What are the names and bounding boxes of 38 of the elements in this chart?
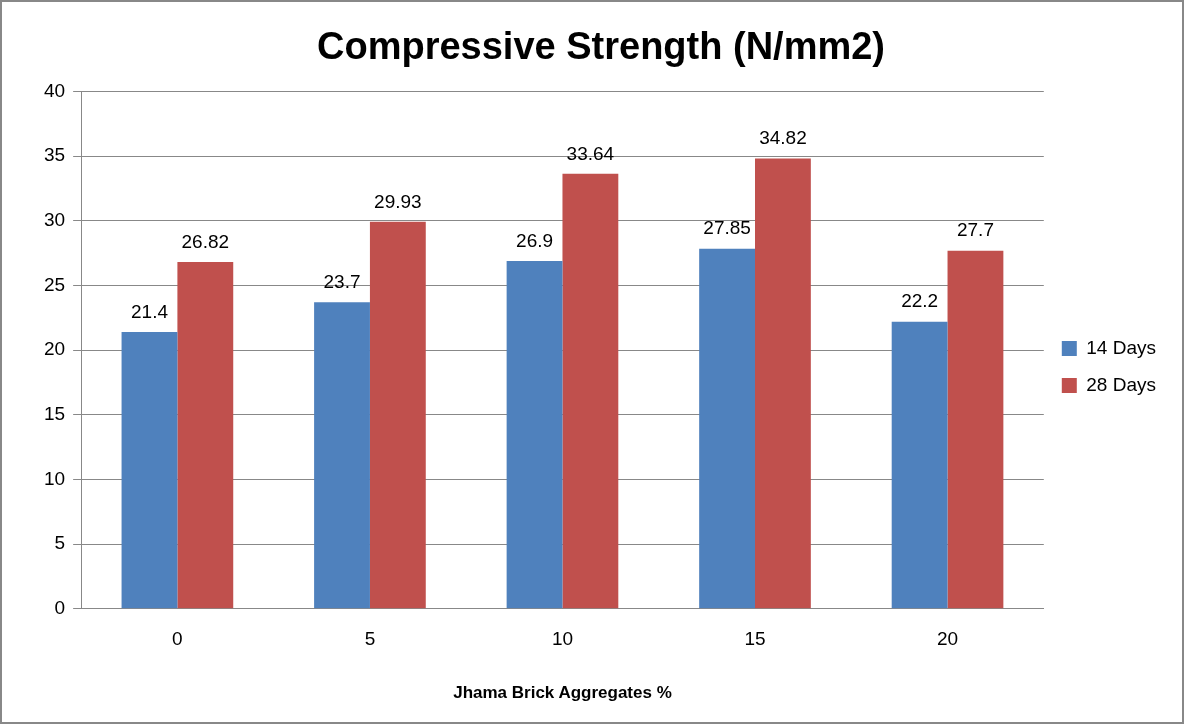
y-tick-label: 15 <box>43 403 66 425</box>
y-tick-label: 0 <box>54 597 66 619</box>
x-tick-label: 0 <box>172 628 183 650</box>
data-label: 21.4 <box>130 300 169 322</box>
y-tick-label: 25 <box>43 273 66 295</box>
y-tick-label: 10 <box>43 467 66 489</box>
data-label: 22.2 <box>901 290 939 312</box>
bar <box>947 250 1004 609</box>
data-label: 27.85 <box>703 217 751 239</box>
x-tick-label: 15 <box>744 628 766 650</box>
bar <box>177 262 234 609</box>
x-tick-label: 5 <box>364 628 376 650</box>
bar <box>369 221 426 609</box>
y-tick-label: 40 <box>43 79 66 101</box>
bar <box>699 248 755 609</box>
data-label: 29.93 <box>374 190 422 212</box>
bar <box>562 173 619 609</box>
x-axis-title: Jhama Brick Aggregates % <box>453 683 672 703</box>
legend-label: 28 Days <box>1086 373 1156 395</box>
chart-title: Compressive Strength (N/mm2) <box>316 25 886 68</box>
bar <box>506 260 563 609</box>
y-tick-label: 20 <box>43 338 66 360</box>
bar <box>121 332 178 609</box>
data-label: 27.7 <box>956 219 994 241</box>
bar <box>891 321 948 609</box>
data-label: 26.9 <box>516 229 554 251</box>
bar <box>314 302 370 609</box>
data-label: 26.82 <box>181 230 230 252</box>
y-tick-label: 35 <box>43 144 66 166</box>
data-label: 23.7 <box>323 271 361 293</box>
bar <box>755 158 811 609</box>
x-tick-label: 20 <box>936 628 959 650</box>
legend-label: 14 Days <box>1086 336 1156 358</box>
y-tick-label: 5 <box>54 532 66 554</box>
y-tick-label: 30 <box>43 209 66 231</box>
data-label: 34.82 <box>759 127 807 149</box>
x-tick-label: 10 <box>551 628 574 650</box>
data-label: 33.64 <box>566 142 615 164</box>
